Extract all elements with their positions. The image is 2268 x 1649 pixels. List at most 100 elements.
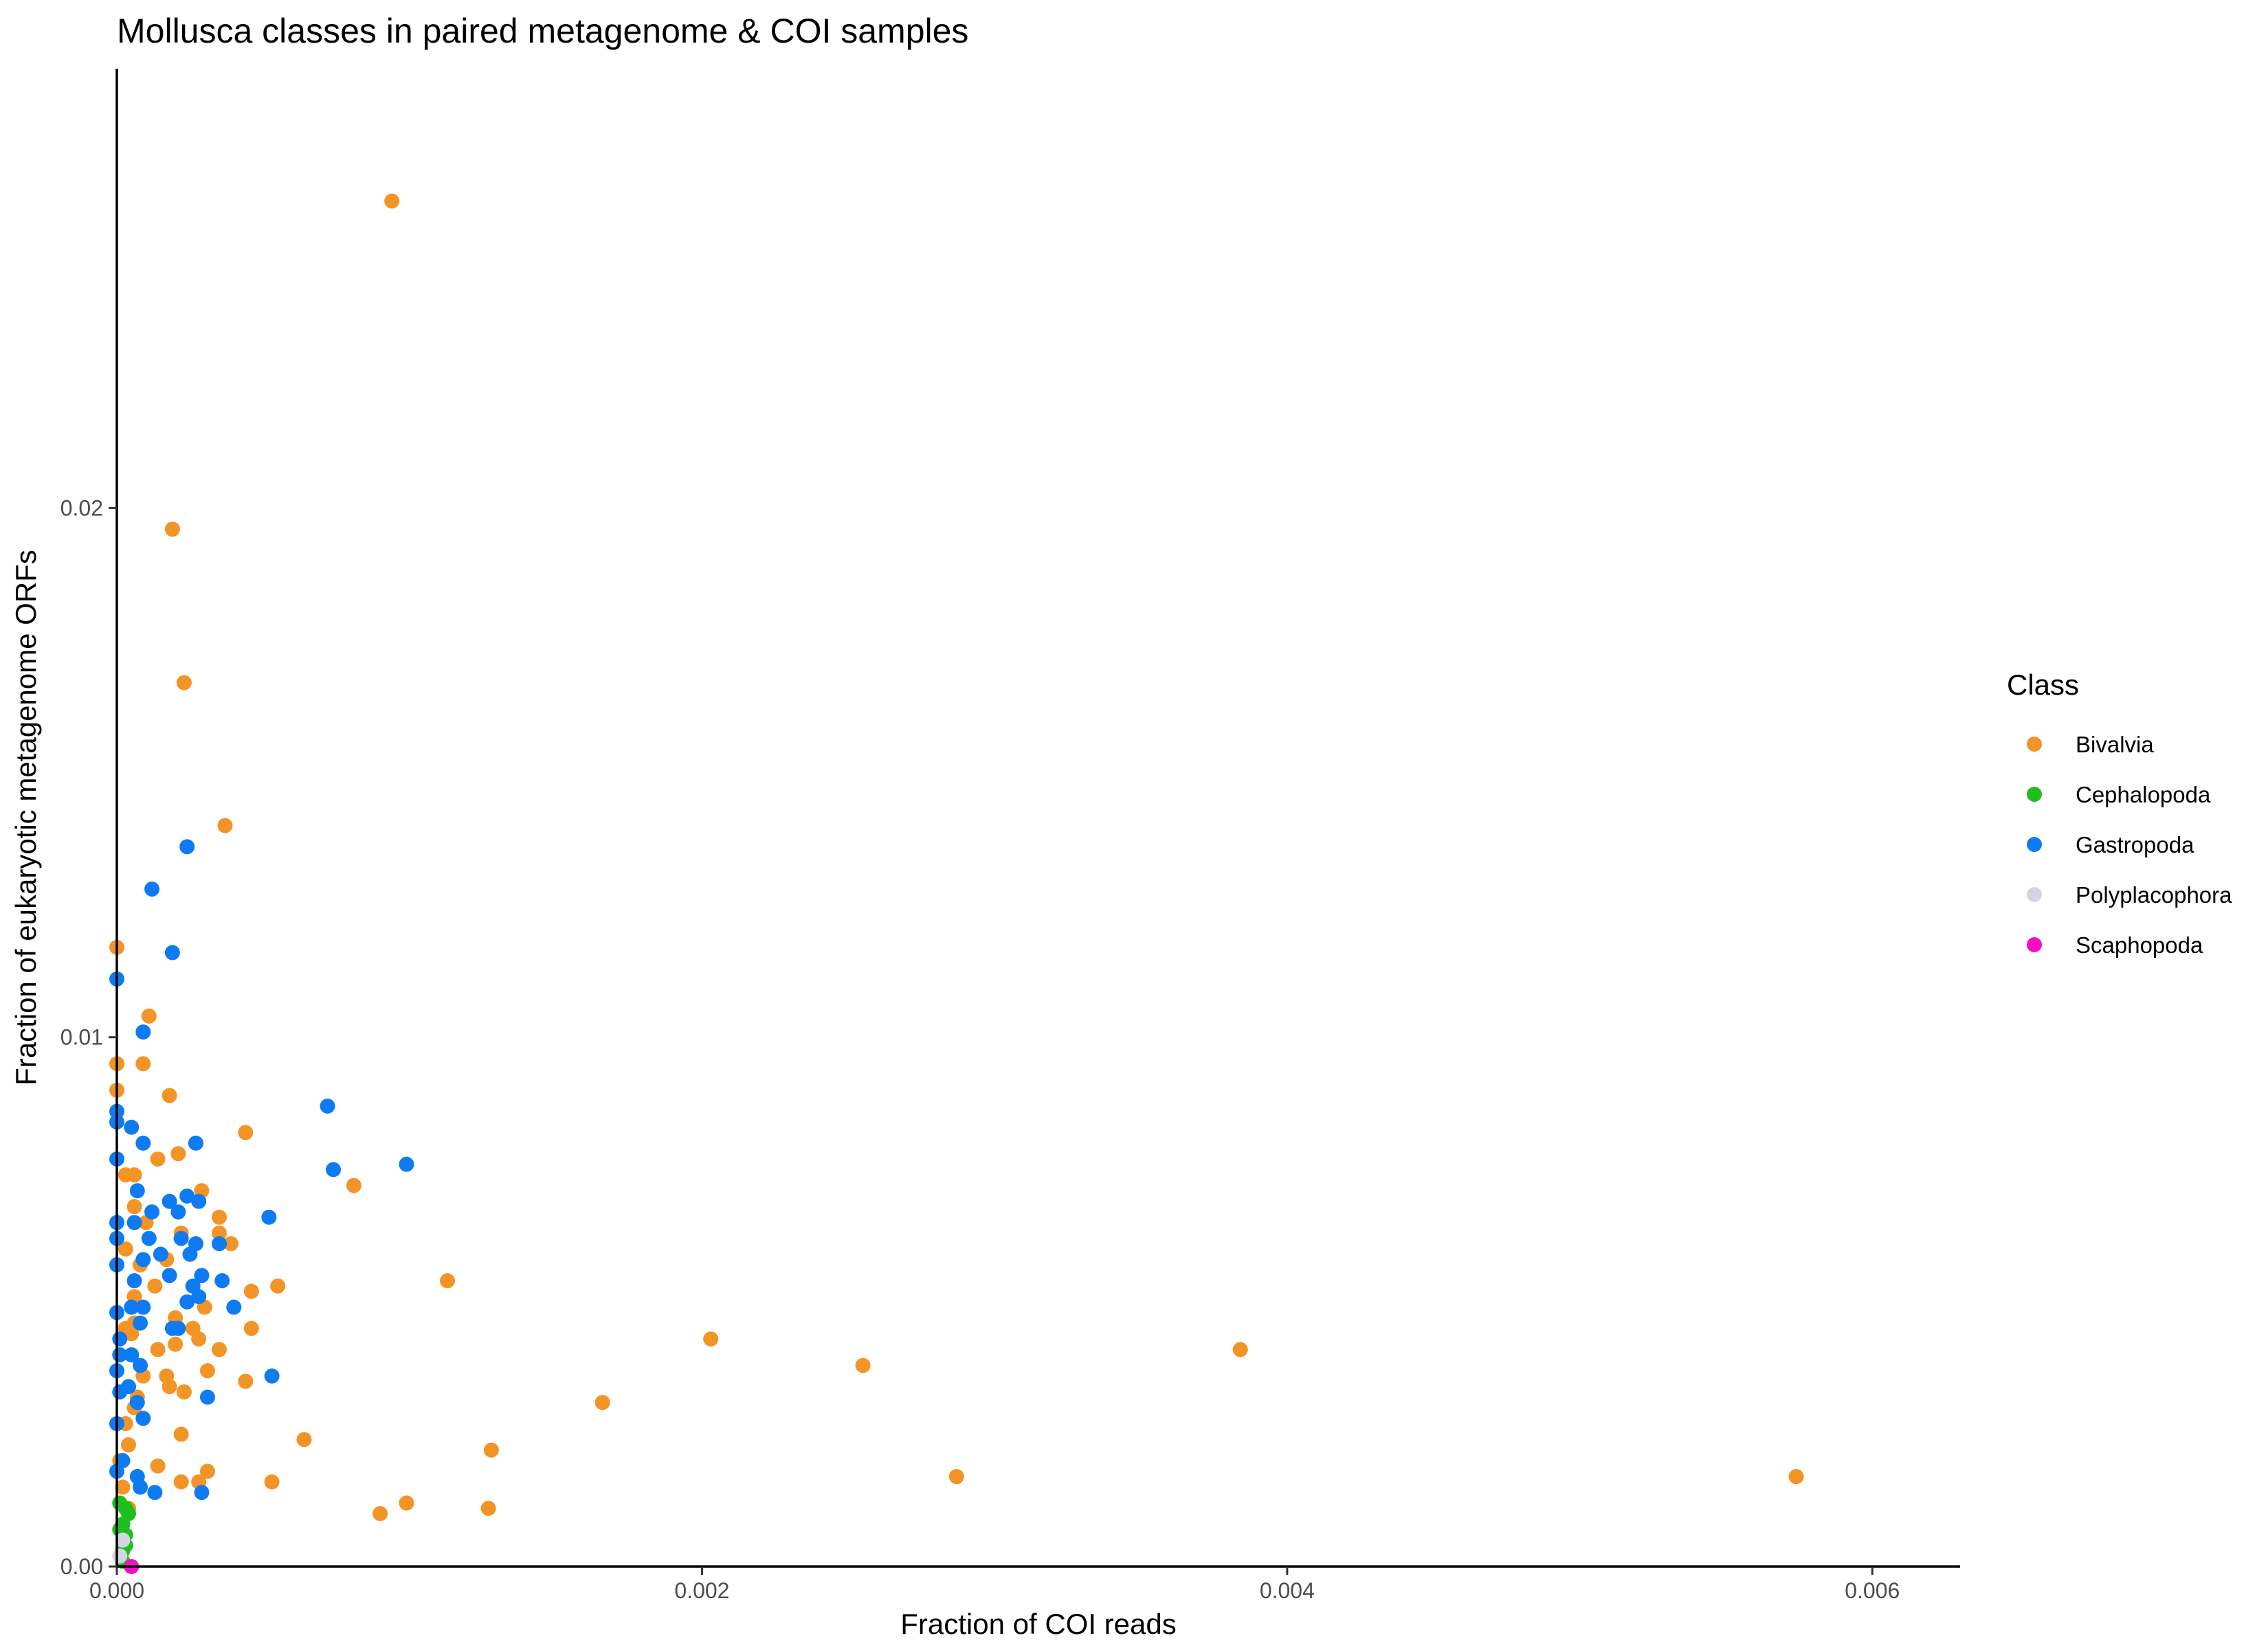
point-bivalvia xyxy=(150,1458,166,1474)
point-bivalvia xyxy=(238,1373,254,1389)
point-gastropoda xyxy=(147,1485,163,1501)
point-bivalvia xyxy=(483,1442,499,1458)
point-bivalvia xyxy=(399,1495,414,1511)
point-bivalvia xyxy=(296,1432,312,1448)
point-bivalvia xyxy=(199,1463,215,1479)
point-bivalvia xyxy=(150,1342,166,1358)
legend-label: Cephalopoda xyxy=(2076,782,2211,807)
point-bivalvia xyxy=(126,1199,142,1215)
point-gastropoda xyxy=(162,1268,177,1283)
point-bivalvia xyxy=(238,1125,254,1141)
point-gastropoda xyxy=(141,1231,157,1246)
point-gastropoda xyxy=(135,1135,151,1151)
point-bivalvia xyxy=(115,1479,131,1495)
legend: Class Bivalvia Cephalopoda Gastropoda Polyp… xyxy=(2007,669,2232,958)
legend-label: Polyplacophora xyxy=(2076,882,2232,908)
point-bivalvia xyxy=(1232,1342,1248,1358)
point-gastropoda xyxy=(124,1119,140,1135)
point-gastropoda xyxy=(133,1358,148,1373)
point-gastropoda xyxy=(194,1485,210,1501)
x-tick-label: 0.002 xyxy=(674,1578,729,1603)
point-bivalvia xyxy=(191,1331,207,1347)
point-bivalvia xyxy=(480,1501,496,1516)
y-tick-label: 0.02 xyxy=(60,495,103,520)
point-gastropoda xyxy=(170,1204,186,1220)
point-bivalvia xyxy=(164,521,180,537)
point-bivalvia xyxy=(1788,1469,1804,1485)
point-gastropoda xyxy=(170,1321,186,1336)
legend-items: Bivalvia Cephalopoda Gastropoda Polyplacoph… xyxy=(2027,732,2232,958)
x-tick-label: 0.006 xyxy=(1845,1578,1900,1603)
point-gastropoda xyxy=(144,1204,160,1220)
point-bivalvia xyxy=(170,1146,186,1162)
point-gastropoda xyxy=(179,1294,195,1310)
point-gastropoda xyxy=(133,1315,148,1331)
point-bivalvia xyxy=(212,1342,227,1358)
legend-label: Bivalvia xyxy=(2076,732,2154,757)
point-gastropoda xyxy=(326,1162,342,1178)
y-axis-title: Fraction of eukaryotic metagenome ORFs xyxy=(10,550,42,1086)
point-bivalvia xyxy=(212,1225,227,1241)
legend-key-gastropoda xyxy=(2027,837,2042,852)
point-gastropoda xyxy=(133,1479,148,1495)
point-gastropoda xyxy=(191,1193,207,1209)
point-bivalvia xyxy=(176,675,192,691)
point-bivalvia xyxy=(126,1167,142,1182)
point-gastropoda xyxy=(124,1347,140,1362)
point-gastropoda xyxy=(129,1395,145,1411)
point-bivalvia xyxy=(703,1331,719,1347)
legend-key-scaphopoda xyxy=(2027,937,2042,952)
point-gastropoda xyxy=(112,1331,128,1347)
y-tick-label: 0.01 xyxy=(60,1025,103,1050)
point-gastropoda xyxy=(179,839,195,855)
point-polyplacophora xyxy=(112,1548,128,1564)
point-bivalvia xyxy=(373,1505,388,1521)
point-gastropoda xyxy=(188,1135,203,1151)
y-tick-label: 0.00 xyxy=(60,1554,103,1579)
point-gastropoda xyxy=(212,1236,227,1252)
point-gastropoda xyxy=(194,1268,210,1283)
point-bivalvia xyxy=(141,1008,157,1024)
point-gastropoda xyxy=(182,1246,198,1262)
point-gastropoda xyxy=(214,1273,230,1289)
legend-key-polyplacophora xyxy=(2027,887,2042,902)
point-gastropoda xyxy=(112,1347,128,1362)
point-bivalvia xyxy=(168,1336,184,1352)
point-gastropoda xyxy=(173,1231,189,1246)
point-bivalvia xyxy=(124,1326,140,1342)
point-gastropoda xyxy=(144,881,160,897)
point-gastropoda xyxy=(199,1389,215,1405)
point-bivalvia xyxy=(594,1395,610,1411)
point-gastropoda xyxy=(191,1289,207,1305)
point-gastropoda xyxy=(399,1156,414,1172)
point-bivalvia xyxy=(162,1088,177,1103)
legend-label: Gastropoda xyxy=(2076,832,2194,857)
x-axis-title: Fraction of COI reads xyxy=(900,1608,1176,1640)
y-axis-ticks: 0.00 0.01 0.02 xyxy=(60,495,117,1579)
point-bivalvia xyxy=(346,1178,362,1193)
point-bivalvia xyxy=(384,193,400,209)
legend-title: Class xyxy=(2007,669,2079,701)
point-gastropoda xyxy=(135,1411,151,1426)
point-gastropoda xyxy=(126,1215,142,1231)
point-gastropoda xyxy=(162,1193,177,1209)
point-bivalvia xyxy=(217,818,233,833)
legend-label: Scaphopoda xyxy=(2076,932,2203,958)
point-bivalvia xyxy=(173,1426,189,1442)
point-gastropoda xyxy=(129,1183,145,1199)
point-gastropoda xyxy=(179,1188,195,1204)
point-bivalvia xyxy=(855,1358,871,1373)
point-bivalvia xyxy=(264,1474,280,1490)
x-tick-label: 0.000 xyxy=(89,1578,144,1603)
point-bivalvia xyxy=(948,1469,964,1485)
point-bivalvia xyxy=(135,1056,151,1072)
point-bivalvia xyxy=(223,1236,239,1252)
point-bivalvia xyxy=(173,1474,189,1490)
point-bivalvia xyxy=(147,1278,163,1294)
point-polyplacophora xyxy=(115,1532,131,1548)
point-gastropoda xyxy=(135,1252,151,1268)
point-gastropoda xyxy=(226,1299,242,1315)
point-bivalvia xyxy=(150,1151,166,1167)
legend-key-cephalopoda xyxy=(2027,787,2042,802)
